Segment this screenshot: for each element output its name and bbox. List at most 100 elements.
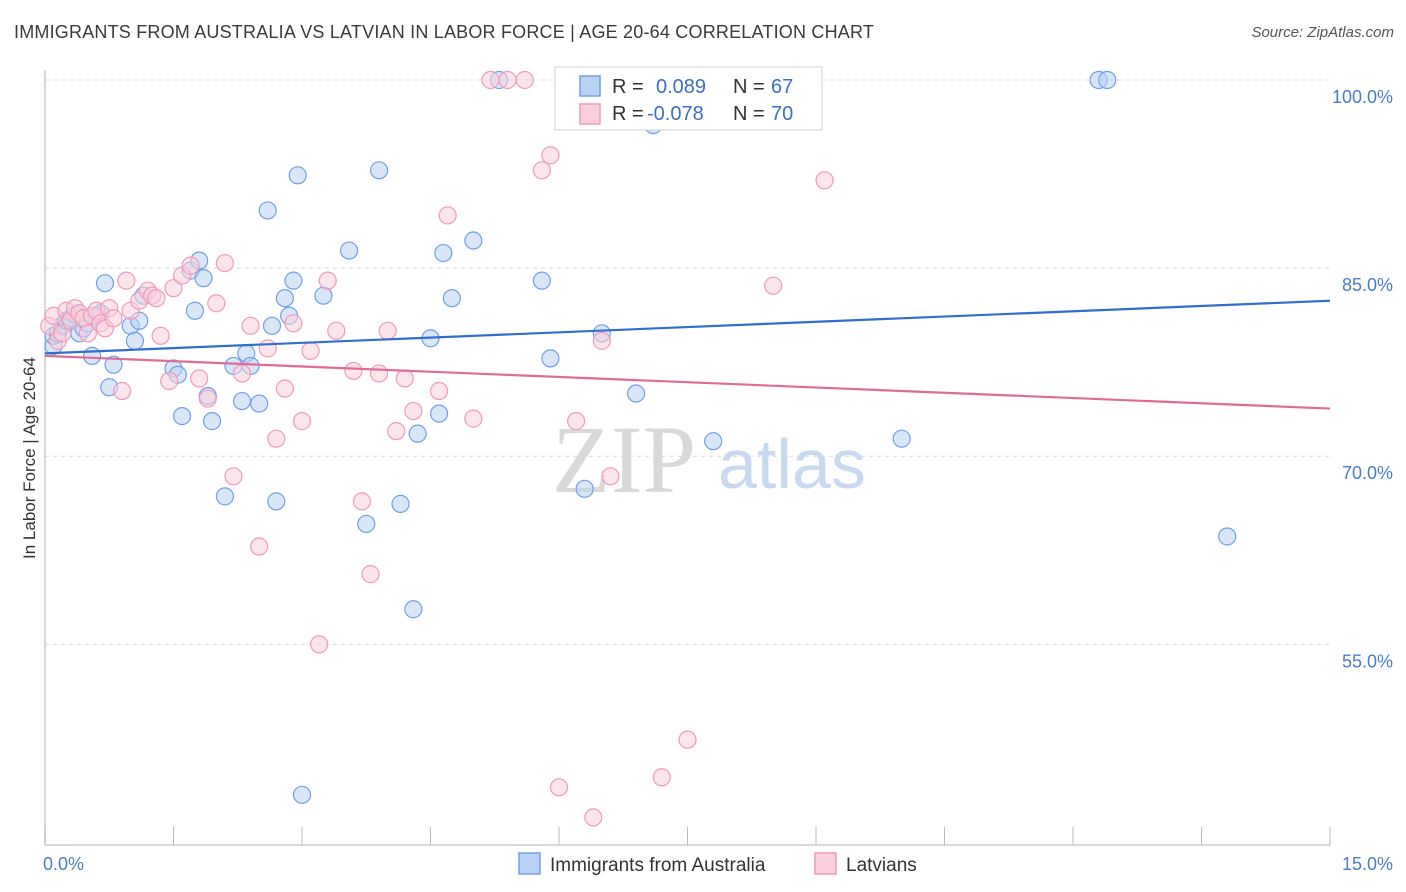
data-point xyxy=(275,379,294,398)
data-point xyxy=(104,309,123,328)
series-latvians xyxy=(40,70,834,827)
data-point xyxy=(151,326,170,345)
data-point xyxy=(464,231,483,250)
data-point xyxy=(429,381,449,401)
x-tick-label: 15.0% xyxy=(1342,854,1393,874)
data-point xyxy=(626,384,646,403)
data-point xyxy=(78,324,97,343)
data-point xyxy=(310,635,329,654)
data-point xyxy=(250,394,269,413)
stats-r-value-latvians: -0.078 xyxy=(647,103,704,125)
data-point xyxy=(370,364,389,383)
data-point xyxy=(267,429,286,448)
stats-n-label-latvians: N = xyxy=(733,103,765,125)
data-point xyxy=(172,406,192,426)
data-point xyxy=(241,316,260,335)
data-point xyxy=(164,279,183,298)
data-point xyxy=(292,412,312,431)
y-tick-label: 70.0% xyxy=(1342,463,1393,483)
data-point xyxy=(202,412,222,431)
data-point xyxy=(442,289,462,308)
data-point xyxy=(481,70,500,90)
stats-r-label-latvians: R = xyxy=(612,103,644,125)
data-point xyxy=(190,369,209,388)
data-point xyxy=(53,324,72,343)
data-point xyxy=(104,355,123,374)
data-point xyxy=(592,331,611,350)
legend-swatch-australia xyxy=(518,852,541,875)
trend-lines xyxy=(44,299,1331,410)
data-point xyxy=(232,391,252,411)
data-point xyxy=(404,600,423,619)
data-point xyxy=(301,341,320,360)
data-point xyxy=(387,422,406,441)
data-point xyxy=(541,146,560,165)
trend-line xyxy=(44,299,1331,355)
data-point xyxy=(704,432,723,451)
data-point xyxy=(601,467,620,486)
data-point xyxy=(584,808,603,827)
data-point xyxy=(215,253,234,273)
chart-source: Source: ZipAtlas.com xyxy=(1251,24,1394,41)
data-point xyxy=(207,294,226,313)
data-point xyxy=(892,429,911,448)
data-point xyxy=(181,256,200,275)
data-point xyxy=(541,349,560,368)
data-point xyxy=(815,171,834,190)
data-point xyxy=(575,479,594,498)
data-point xyxy=(215,487,234,506)
data-point xyxy=(194,269,213,288)
data-point xyxy=(288,166,307,185)
y-axis-label: In Labor Force | Age 20-64 xyxy=(20,357,39,559)
data-point xyxy=(160,371,179,391)
data-point xyxy=(258,201,277,220)
stats-swatch-latvians xyxy=(579,103,601,125)
data-point xyxy=(275,289,294,308)
data-point xyxy=(344,361,363,381)
trend-line xyxy=(44,354,1331,410)
data-point xyxy=(395,369,414,388)
data-point xyxy=(284,271,303,290)
data-point xyxy=(532,271,551,290)
y-tick-label: 55.0% xyxy=(1342,651,1393,671)
stats-r-value-australia: 0.089 xyxy=(656,76,706,98)
data-point xyxy=(434,243,453,263)
watermark-atlas: atlas xyxy=(718,425,866,503)
data-point xyxy=(267,492,286,511)
legend-swatch-latvians xyxy=(814,852,837,875)
data-point xyxy=(327,321,346,340)
data-point xyxy=(404,401,423,421)
stats-swatch-australia xyxy=(579,75,601,97)
data-point xyxy=(318,271,337,290)
legend-label-australia: Immigrants from Australia xyxy=(550,855,766,876)
data-point xyxy=(250,537,269,556)
data-point xyxy=(652,768,671,787)
data-point xyxy=(370,161,389,180)
stats-n-value-australia: 67 xyxy=(771,76,793,98)
x-tick-labels: 0.0% 15.0% xyxy=(43,854,1393,874)
data-point xyxy=(258,339,277,358)
data-point xyxy=(95,274,115,293)
data-point xyxy=(232,364,252,383)
data-point xyxy=(147,289,166,308)
data-point xyxy=(515,70,534,90)
data-point xyxy=(408,424,427,443)
data-point xyxy=(352,492,372,511)
watermark: ZIP atlas xyxy=(552,406,866,513)
data-point xyxy=(357,514,376,534)
data-point xyxy=(678,730,697,749)
data-point xyxy=(361,565,380,584)
data-point xyxy=(549,778,569,797)
data-point xyxy=(314,286,333,305)
data-point xyxy=(292,785,312,804)
data-point xyxy=(185,301,205,320)
data-point xyxy=(438,206,457,225)
data-point xyxy=(1098,70,1117,90)
data-point xyxy=(284,314,303,333)
y-tick-label: 85.0% xyxy=(1342,275,1393,295)
data-point xyxy=(340,241,359,260)
stats-r-label-australia: R = xyxy=(612,76,644,98)
x-tick-label: 0.0% xyxy=(43,854,84,874)
data-point xyxy=(198,389,217,408)
